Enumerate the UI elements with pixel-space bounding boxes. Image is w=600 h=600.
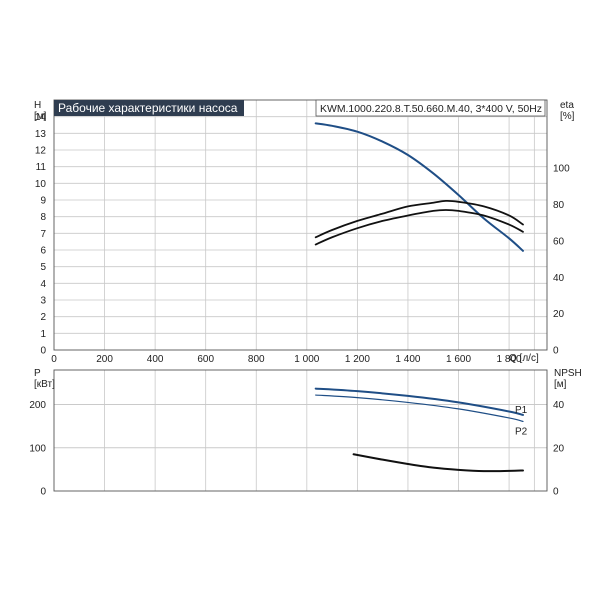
y-tick-label: 6 (40, 246, 46, 257)
y-tick-label: 12 (35, 146, 47, 157)
x-tick-label: 1 200 (345, 354, 370, 365)
upper-grid (54, 100, 547, 350)
npsh-curve (352, 453, 524, 473)
x-tick-label: 1 000 (294, 354, 319, 365)
y-tick-label: 3 (40, 296, 46, 307)
upper-x-ticks: 0 200 400 600 800 1 000 1 200 1 400 1 600 1 800 (51, 354, 522, 365)
lower-y-ticks: 0 100 200 (29, 400, 46, 497)
head-efficiency-chart: Рабочие характеристики насоса KWM.1000.2… (34, 99, 575, 365)
y2-tick-label: 0 (553, 346, 559, 357)
power-npsh-chart: P [кВт] NPSH [м] 0 100 200 0 20 40 P1 P2 (29, 368, 581, 498)
upper-plot-frame (53, 99, 548, 351)
y2-tick-label: 100 (553, 164, 570, 175)
model-box (315, 99, 546, 117)
series-label-p2: P2 (515, 426, 528, 437)
upper-y2-ticks: 0 20 40 60 80 100 (553, 164, 570, 357)
title-box (54, 100, 244, 116)
x-tick-label: 200 (96, 354, 113, 365)
efficiency-curve-lower (314, 209, 524, 246)
npsh-tick-label: 20 (553, 443, 565, 454)
y2-tick-label: 60 (553, 236, 565, 247)
p-tick-label: 100 (29, 443, 46, 454)
p-tick-label: 0 (40, 487, 46, 498)
y-tick-label: 0 (40, 346, 46, 357)
y-tick-label: 14 (35, 112, 47, 123)
y-tick-label: 2 (40, 312, 46, 323)
y-tick-label: 1 (40, 329, 46, 340)
y-tick-label: 7 (40, 229, 46, 240)
npsh-tick-label: 0 (553, 487, 559, 498)
lower-series: P1 P2 (314, 387, 528, 473)
y-tick-label: 9 (40, 196, 46, 207)
y2-tick-label: 40 (553, 273, 565, 284)
series-label-p1: P1 (515, 405, 528, 416)
y2-tick-label: 80 (553, 200, 565, 211)
power-curve-p1 (314, 387, 524, 416)
y-tick-label: 10 (35, 179, 47, 190)
x-tick-label: 1 400 (395, 354, 420, 365)
y2-label-npsh: NPSH [м] (554, 368, 582, 390)
npsh-tick-label: 40 (553, 400, 565, 411)
lower-plot-frame (53, 369, 548, 492)
lower-grid (54, 370, 547, 491)
chart-title: Рабочие характеристики насоса (58, 101, 238, 115)
power-curve-p2 (315, 394, 524, 423)
y-label-p: P [кВт] (34, 368, 55, 390)
x-tick-label: 600 (197, 354, 214, 365)
y-tick-label: 8 (40, 212, 46, 223)
y2-tick-label: 20 (553, 309, 565, 320)
head-curve (314, 122, 524, 252)
x-tick-label: 800 (248, 354, 265, 365)
efficiency-curve-upper (314, 199, 524, 239)
y2-label-eta: eta [%] (560, 100, 575, 122)
x-tick-label: 0 (51, 354, 57, 365)
y-label-h: H [м] (34, 100, 47, 122)
y-tick-label: 4 (40, 279, 46, 290)
y-tick-label: 5 (40, 262, 46, 273)
y-tick-label: 11 (36, 162, 47, 173)
lower-y2-ticks: 0 20 40 (553, 400, 565, 497)
upper-series (314, 122, 524, 252)
x-tick-label: 1 600 (446, 354, 471, 365)
y-tick-label: 13 (35, 129, 47, 140)
p-tick-label: 200 (29, 400, 46, 411)
x-label-q: Q [л/с] (509, 353, 539, 364)
x-tick-label: 400 (147, 354, 164, 365)
model-label: KWM.1000.220.8.T.50.660.M.40, 3*400 V, 5… (320, 104, 542, 115)
x-tick-label: 1 800 (497, 354, 522, 365)
